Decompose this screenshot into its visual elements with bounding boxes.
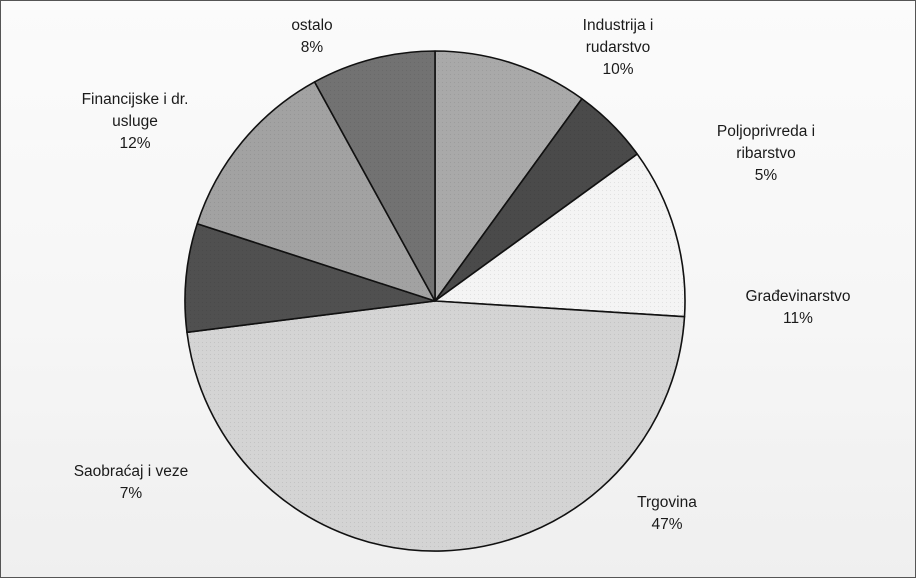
pie-slice-saobra-aj-i-veze [184, 222, 436, 334]
slice-label-trgovina: Trgovina 47% [637, 492, 697, 536]
slice-label-name: ribarstvo [736, 145, 796, 162]
slice-label-value: 12% [119, 135, 151, 152]
slice-label-name: usluge [112, 113, 158, 130]
slice-label-name: Građevinarstvo [745, 288, 851, 305]
pie-slice-ostalo [313, 50, 436, 302]
slice-label-saobra-aj-i-veze: Saobraćaj i veze 7% [74, 461, 189, 505]
slice-label-value: 10% [602, 61, 634, 78]
pie-slice-industrija-i-rudarstvo [434, 50, 583, 302]
slice-label-financijske-i-dr-usluge: Financijske i dr. usluge 12% [82, 89, 189, 155]
slice-label-value: 5% [754, 167, 778, 184]
slice-label-value: 47% [651, 516, 683, 533]
slice-label-gra-evinarstvo: Građevinarstvo 11% [745, 286, 850, 330]
pie-slice-trgovina [186, 300, 686, 552]
slice-label-poljoprivreda-i-ribarstvo: Poljoprivreda i ribarstvo 5% [717, 121, 815, 187]
slice-label-value: 7% [119, 485, 143, 502]
slice-label-name: Trgovina [637, 494, 697, 511]
slice-label-value: 11% [783, 310, 813, 327]
slice-label-name: Poljoprivreda i [716, 123, 816, 140]
slice-label-name: ostalo [291, 17, 333, 34]
slice-label-name: rudarstvo [585, 39, 651, 56]
pie-slice-gra-evinarstvo [434, 153, 686, 318]
slice-label-ostalo: ostalo 8% [291, 15, 332, 59]
slice-label-name: Industrija i [582, 17, 654, 34]
slice-label-industrija-i-rudarstvo: Industrija i rudarstvo 10% [583, 15, 654, 81]
slice-label-name: Saobraćaj i veze [73, 463, 189, 480]
slice-label-name: Financijske i dr. [81, 91, 189, 108]
slice-label-value: 8% [300, 39, 324, 56]
pie-slice-financijske-i-dr-usluge [196, 81, 436, 302]
